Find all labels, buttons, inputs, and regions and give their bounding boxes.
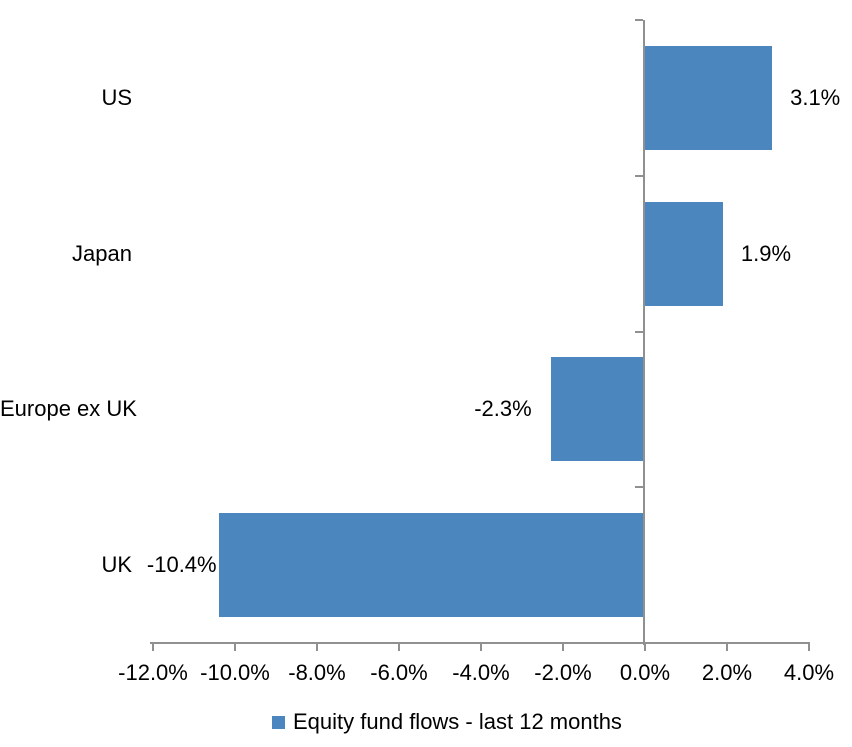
bar-uk xyxy=(218,513,645,618)
value-axis-tick-label--12-0-: -12.0% xyxy=(118,660,188,685)
value-axis-tick-4-0- xyxy=(808,642,810,651)
category-axis-tick xyxy=(635,19,643,21)
category-axis-line xyxy=(643,20,645,645)
category-label-japan: Japan xyxy=(72,240,132,266)
data-label-uk: -10.4% xyxy=(146,552,217,578)
value-axis-tick-label-0-0-: 0.0% xyxy=(619,660,671,685)
category-label-europe-ex-uk: Europe ex UK xyxy=(0,396,137,422)
category-label-uk: UK xyxy=(101,552,132,578)
data-label-europe-ex-uk: -2.3% xyxy=(474,396,532,422)
value-axis-tick--10-0- xyxy=(234,642,236,651)
value-axis-tick-label-2-0-: 2.0% xyxy=(701,660,753,685)
value-axis-tick-label--6-0-: -6.0% xyxy=(370,660,428,685)
value-axis-tick-label--8-0-: -8.0% xyxy=(288,660,346,685)
data-label-japan: 1.9% xyxy=(740,240,792,266)
category-axis-tick xyxy=(635,486,643,489)
value-axis-tick-label--2-0-: -2.0% xyxy=(534,660,592,685)
category-axis-tick xyxy=(635,174,643,177)
value-axis-tick-0-0- xyxy=(644,642,646,651)
value-axis-tick--12-0- xyxy=(152,642,154,651)
value-axis-tick-label--10-0-: -10.0% xyxy=(200,660,270,685)
value-axis-tick--2-0- xyxy=(562,642,564,651)
bar-europe-ex-uk xyxy=(550,357,645,462)
legend-series-marker-icon xyxy=(272,715,285,729)
bar-japan xyxy=(645,201,723,306)
value-axis-tick--6-0- xyxy=(398,642,400,651)
data-label-us: 3.1% xyxy=(790,84,841,110)
value-axis-tick-label-4-0-: 4.0% xyxy=(783,660,835,685)
category-label-us: US xyxy=(101,84,132,110)
value-axis-tick--8-0- xyxy=(316,642,318,651)
category-axis-tick xyxy=(635,330,643,333)
value-axis-tick--4-0- xyxy=(480,642,482,651)
value-axis-tick-2-0- xyxy=(726,642,728,651)
legend: Equity fund flows - last 12 months xyxy=(272,709,622,735)
value-axis-tick-label--4-0-: -4.0% xyxy=(452,660,510,685)
legend-series-label: Equity fund flows - last 12 months xyxy=(293,709,622,734)
bar-us xyxy=(645,45,773,150)
